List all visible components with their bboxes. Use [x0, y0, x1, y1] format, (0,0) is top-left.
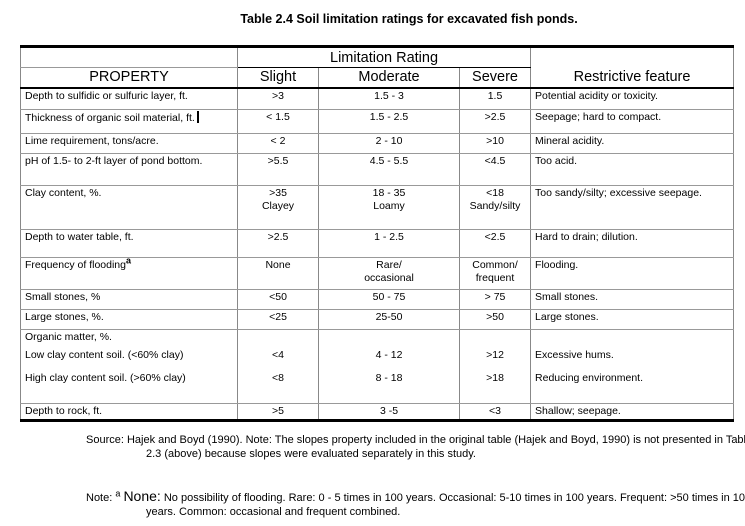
table-row: Organic matter, %. — [20, 329, 735, 345]
severe-cell: <18 Sandy/silty — [458, 185, 532, 230]
table-row: Depth to sulfidic or sulfuric layer, ft.… — [20, 87, 735, 110]
table-row: Low clay content soil. (<60% clay) <4 4 - … — [20, 345, 735, 368]
slight-cell: <8 — [237, 368, 319, 404]
table-row: pH of 1.5- to 2-ft layer of pond bottom.… — [20, 153, 735, 186]
slight-cell: <4 — [237, 345, 319, 368]
moderate-cell: 8 - 18 — [318, 368, 460, 404]
property-cell: pH of 1.5- to 2-ft layer of pond bottom. — [20, 153, 238, 186]
restrictive-feature-cell: Potential acidity or toxicity. — [530, 87, 735, 110]
property-cell: Organic matter, %. — [20, 329, 238, 345]
severe-cell: >50 — [458, 309, 532, 330]
restrictive-feature-cell: Hard to drain; dilution. — [530, 229, 735, 258]
table-row: Small stones, % <50 50 - 75 > 75 Small stone… — [20, 289, 735, 310]
severe-cell: <4.5 — [458, 153, 532, 186]
severe-cell: > 75 — [458, 289, 532, 310]
header-moderate: Moderate — [318, 67, 460, 89]
severe-cell: <2.5 — [458, 229, 532, 258]
table-row: Clay content, %. >35 Clayey 18 - 35 Loamy <18… — [20, 185, 735, 230]
header-property: PROPERTY — [20, 67, 238, 89]
slight-cell: >35 Clayey — [237, 185, 319, 230]
table-row: Large stones, %. <25 25-50 >50 Large stones. — [20, 309, 735, 330]
property-cell: Depth to rock, ft. — [20, 403, 238, 422]
header-restrictive-feature: Restrictive feature — [530, 67, 735, 89]
severe-cell: >12 — [458, 345, 532, 368]
moderate-cell — [318, 329, 460, 345]
restrictive-feature-cell: Seepage; hard to compact. — [530, 109, 735, 134]
moderate-cell: 2 - 10 — [318, 133, 460, 154]
table-title: Table 2.4 Soil limitation ratings for ex… — [240, 12, 578, 26]
header-severe: Severe — [458, 67, 532, 89]
property-cell: Depth to water table, ft. — [20, 229, 238, 258]
restrictive-feature-cell: Mineral acidity. — [530, 133, 735, 154]
moderate-cell: 25-50 — [318, 309, 460, 330]
moderate-cell: 18 - 35 Loamy — [318, 185, 460, 230]
table-row: Depth to rock, ft. >5 3 -5 <3 Shallow; seepa… — [20, 403, 735, 422]
restrictive-feature-cell: Small stones. — [530, 289, 735, 310]
moderate-cell: 3 -5 — [318, 403, 460, 422]
slight-cell: <25 — [237, 309, 319, 330]
moderate-cell: 4 - 12 — [318, 345, 460, 368]
property-cell: Clay content, %. — [20, 185, 238, 230]
source-note: Source: Hajek and Boyd (1990). Note: The… — [86, 434, 745, 460]
slight-cell: >5 — [237, 403, 319, 422]
moderate-cell: 1.5 - 2.5 — [318, 109, 460, 134]
severe-cell: >18 — [458, 368, 532, 404]
slight-cell: <50 — [237, 289, 319, 310]
restrictive-feature-cell: Shallow; seepage. — [530, 403, 735, 422]
moderate-cell: 1.5 - 3 — [318, 87, 460, 110]
slight-cell: >3 — [237, 87, 319, 110]
restrictive-feature-cell: Excessive hums. — [530, 345, 735, 368]
property-cell: Small stones, % — [20, 289, 238, 310]
moderate-cell: 4.5 - 5.5 — [318, 153, 460, 186]
slight-cell: < 1.5 — [237, 109, 319, 134]
property-cell: Low clay content soil. (<60% clay) — [20, 345, 238, 368]
severe-cell: <3 — [458, 403, 532, 422]
restrictive-feature-cell: Large stones. — [530, 309, 735, 330]
moderate-cell: 50 - 75 — [318, 289, 460, 310]
severe-cell: 1.5 — [458, 87, 532, 110]
moderate-cell: Rare/occasional — [318, 257, 460, 290]
footnote: Note: a None: No possibility of flooding… — [86, 488, 745, 518]
restrictive-feature-cell: Too acid. — [530, 153, 735, 186]
table-row: Thickness of organic soil material, ft. <… — [20, 109, 735, 134]
slight-cell: None — [237, 257, 319, 290]
severe-cell: >10 — [458, 133, 532, 154]
severe-cell — [458, 329, 532, 345]
property-cell: Lime requirement, tons/acre. — [20, 133, 238, 154]
property-cell: Thickness of organic soil material, ft. — [20, 109, 238, 134]
footnote-marker: a — [125, 255, 131, 266]
table-row: Frequency of floodinga None Rare/occasiona… — [20, 255, 735, 290]
header-limitation-rating: Limitation Rating — [236, 45, 532, 68]
slight-cell — [237, 329, 319, 345]
restrictive-feature-cell: Reducing environment. — [530, 368, 735, 404]
restrictive-feature-cell: Too sandy/silty; excessive seepage. — [530, 185, 735, 230]
property-cell: High clay content soil. (>60% clay) — [20, 368, 238, 404]
property-cell: Depth to sulfidic or sulfuric layer, ft. — [20, 87, 238, 110]
property-cell: Large stones, %. — [20, 309, 238, 330]
moderate-cell: 1 - 2.5 — [318, 229, 460, 258]
header-blank — [530, 45, 735, 68]
text-cursor — [196, 111, 199, 123]
severe-cell: Common/frequent — [458, 257, 532, 290]
restrictive-feature-cell: Flooding. — [530, 257, 735, 290]
slight-cell: < 2 — [237, 133, 319, 154]
header-slight: Slight — [237, 67, 319, 89]
restrictive-feature-cell — [530, 329, 735, 345]
soil-limitation-table: Limitation Rating PROPERTY Slight Modera… — [20, 45, 735, 422]
slight-cell: >5.5 — [237, 153, 319, 186]
table-row: High clay content soil. (>60% clay) <8 8 -… — [20, 368, 735, 404]
slight-cell: >2.5 — [237, 229, 319, 258]
table-row: Depth to water table, ft. >2.5 1 - 2.5 <2.5… — [20, 229, 735, 258]
header-blank — [20, 45, 238, 68]
severe-cell: >2.5 — [458, 109, 532, 134]
property-cell: Frequency of floodinga — [20, 255, 238, 290]
